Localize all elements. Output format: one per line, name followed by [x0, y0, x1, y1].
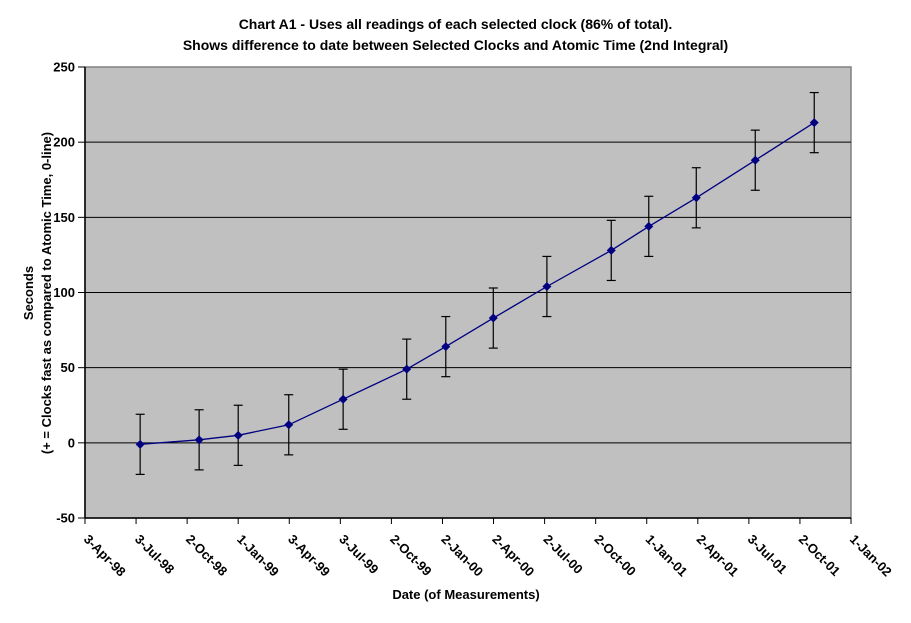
x-tick-label: 1-Jan-02: [847, 532, 895, 580]
chart-title: Chart A1 - Uses all readings of each sel…: [0, 14, 911, 56]
data-point-marker: [194, 435, 204, 445]
data-point-marker: [542, 281, 552, 291]
x-tick-label: 2-Oct-98: [183, 532, 230, 579]
x-tick-label: 2-Oct-00: [592, 532, 639, 579]
data-point-marker: [809, 118, 819, 128]
x-tick-label: 3-Apr-98: [81, 532, 129, 580]
y-tick-label: 50: [61, 360, 75, 375]
y-tick-label: 0: [68, 435, 75, 450]
chart-title-line1: Chart A1 - Uses all readings of each sel…: [238, 16, 673, 32]
x-tick-label: 2-Oct-01: [796, 532, 843, 579]
x-tick-label: 2-Apr-00: [489, 532, 537, 580]
data-point-marker: [402, 364, 412, 374]
data-point-marker: [606, 245, 616, 255]
x-axis-title: Date (of Measurements): [392, 587, 540, 602]
x-tick-label: 1-Jan-99: [234, 532, 282, 580]
data-point-marker: [233, 430, 243, 440]
y-tick-label: 250: [53, 60, 75, 75]
data-point-marker: [284, 420, 294, 430]
x-tick-label: 2-Oct-99: [387, 532, 434, 579]
x-tick-label: 1-Jan-01: [643, 532, 691, 580]
y-tick-label: 100: [53, 285, 75, 300]
x-tick-label: 3-Jul-99: [336, 532, 381, 577]
chart-title-line2: Shows difference to date between Selecte…: [182, 37, 729, 53]
x-tick-label: 3-Jul-98: [132, 532, 177, 577]
y-tick-label: 150: [53, 210, 75, 225]
data-point-marker: [691, 193, 701, 203]
x-tick-label: 2-Apr-01: [694, 532, 742, 580]
data-point-marker: [135, 439, 145, 449]
y-tick-label: -50: [56, 511, 75, 526]
data-point-marker: [338, 394, 348, 404]
data-point-marker: [441, 342, 451, 352]
y-tick-label: 200: [53, 135, 75, 150]
x-tick-label: 2-Jul-00: [540, 532, 585, 577]
x-tick-label: 2-Jan-00: [438, 532, 486, 580]
data-series-line: [140, 122, 815, 445]
x-tick-label: 3-Apr-99: [285, 532, 333, 580]
data-point-marker: [644, 221, 654, 231]
data-point-marker: [488, 313, 498, 323]
data-point-marker: [750, 155, 760, 165]
x-tick-label: 3-Jul-01: [745, 532, 790, 577]
